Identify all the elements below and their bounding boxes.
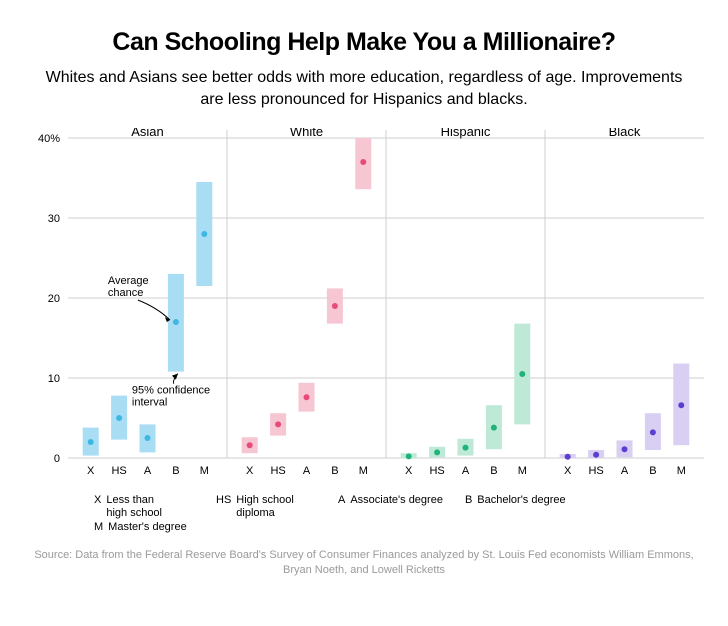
- legend-label: Less thanhigh school: [106, 494, 162, 520]
- legend-key: X: [94, 494, 101, 506]
- mean-dot: [565, 454, 571, 460]
- chart-title: Can Schooling Help Make You a Millionair…: [24, 28, 704, 57]
- legend-item: X Less thanhigh school: [94, 494, 194, 520]
- panel-title: White: [290, 128, 323, 139]
- y-tick: 40%: [38, 133, 60, 145]
- mean-dot: [622, 446, 628, 452]
- y-tick: 20: [48, 293, 60, 305]
- x-tick: B: [172, 465, 179, 477]
- panel-title: Asian: [131, 128, 164, 139]
- x-tick: M: [200, 465, 209, 477]
- source-attribution: Source: Data from the Federal Reserve Bo…: [24, 548, 704, 578]
- x-tick: HS: [111, 465, 126, 477]
- x-tick: HS: [429, 465, 444, 477]
- y-tick: 0: [54, 453, 60, 465]
- legend-key: M: [94, 521, 103, 533]
- mean-dot: [173, 319, 179, 325]
- mean-dot: [491, 425, 497, 431]
- legend-item: M Master's degree: [94, 521, 194, 534]
- mean-dot: [88, 439, 94, 445]
- mean-dot: [519, 371, 525, 377]
- x-tick: HS: [270, 465, 285, 477]
- x-tick: M: [518, 465, 527, 477]
- mean-dot: [201, 231, 207, 237]
- x-tick: X: [405, 465, 413, 477]
- mean-dot: [275, 422, 281, 428]
- legend-label: Master's degree: [108, 521, 187, 534]
- legend-key: A: [338, 494, 345, 506]
- x-tick: A: [621, 465, 629, 477]
- mean-dot: [463, 445, 469, 451]
- legend-item: B Bachelor's degree: [465, 494, 566, 520]
- x-tick: B: [649, 465, 656, 477]
- mean-dot: [678, 402, 684, 408]
- x-tick: A: [144, 465, 152, 477]
- mean-dot: [406, 454, 412, 460]
- legend-label: Associate's degree: [350, 494, 443, 507]
- legend-key: HS: [216, 494, 231, 506]
- annotation-ci: 95% confidenceinterval: [132, 385, 210, 409]
- mean-dot: [145, 435, 151, 441]
- annotation-arrow: [138, 300, 170, 320]
- chart-subtitle: Whites and Asians see better odds with m…: [44, 67, 684, 110]
- x-tick: B: [331, 465, 338, 477]
- legend-item: HS High schooldiploma: [216, 494, 316, 520]
- x-tick: X: [564, 465, 572, 477]
- legend-label: Bachelor's degree: [477, 494, 565, 507]
- legend-item: A Associate's degree: [338, 494, 443, 520]
- legend-label: High schooldiploma: [236, 494, 293, 520]
- mean-dot: [360, 159, 366, 165]
- mean-dot: [116, 415, 122, 421]
- panel-title: Black: [609, 128, 641, 139]
- legend-key: B: [465, 494, 472, 506]
- x-tick: M: [677, 465, 686, 477]
- x-tick: A: [303, 465, 311, 477]
- mean-dot: [247, 442, 253, 448]
- x-tick: M: [359, 465, 368, 477]
- mean-dot: [593, 452, 599, 458]
- mean-dot: [434, 450, 440, 456]
- mean-dot: [650, 430, 656, 436]
- x-tick: A: [462, 465, 470, 477]
- annotation-average: Averagechance: [108, 275, 149, 299]
- panel-title: Hispanic: [441, 128, 491, 139]
- chart-svg: 0 10 20 30 40% Asian X HS A B M White X HS A B M Hispanic…: [24, 128, 704, 488]
- y-tick: 10: [48, 373, 60, 385]
- chart-container: 0 10 20 30 40% Asian X HS A B M White X HS A B M Hispanic…: [24, 128, 704, 488]
- y-tick: 30: [48, 213, 60, 225]
- mean-dot: [332, 303, 338, 309]
- x-tick: X: [87, 465, 95, 477]
- x-tick: B: [490, 465, 497, 477]
- mean-dot: [304, 394, 310, 400]
- x-tick: X: [246, 465, 254, 477]
- education-legend: X Less thanhigh school HS High schooldiplom…: [94, 494, 664, 534]
- x-tick: HS: [588, 465, 603, 477]
